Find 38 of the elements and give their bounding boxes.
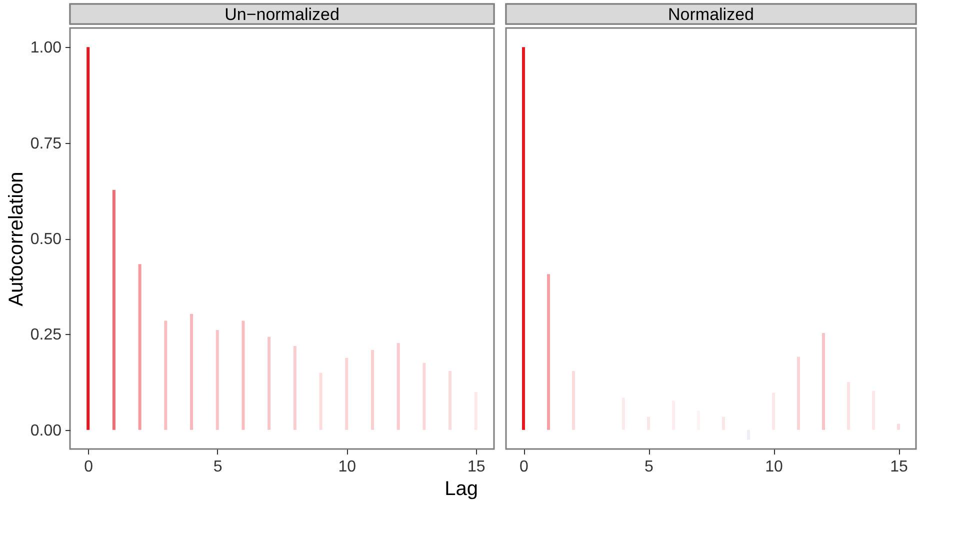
bar bbox=[822, 333, 825, 430]
x-tick-label: 0 bbox=[84, 458, 94, 476]
bar bbox=[138, 264, 142, 430]
x-tick-label: 5 bbox=[644, 458, 654, 476]
y-tick-label: 0.75 bbox=[30, 135, 62, 152]
y-tick-label: 0.25 bbox=[30, 326, 62, 344]
y-tick-label: 0.00 bbox=[30, 422, 62, 440]
y-tick-label: 0.50 bbox=[30, 231, 62, 248]
bar bbox=[797, 356, 800, 430]
bar bbox=[345, 358, 348, 430]
bar bbox=[164, 320, 168, 430]
y-axis-title: Autocorrelation bbox=[5, 172, 28, 306]
bar bbox=[572, 370, 575, 430]
bar bbox=[190, 314, 194, 430]
bar bbox=[370, 350, 374, 430]
bar bbox=[448, 370, 452, 430]
x-tick-label: 0 bbox=[520, 458, 529, 476]
bar bbox=[216, 330, 219, 430]
x-tick-label: 15 bbox=[890, 458, 908, 476]
bar bbox=[522, 47, 525, 430]
x-tick-label: 5 bbox=[213, 458, 222, 476]
bar bbox=[112, 190, 116, 430]
chart-title: Normalized bbox=[668, 5, 754, 24]
chart-title: Un−normalized bbox=[224, 5, 340, 24]
y-tick-label: 1.00 bbox=[30, 40, 62, 57]
x-axis-title: Lag bbox=[444, 478, 478, 500]
bar bbox=[319, 372, 322, 430]
x-tick-label: 10 bbox=[765, 458, 783, 476]
x-tick-label: 15 bbox=[468, 458, 486, 476]
bar bbox=[422, 362, 426, 430]
bar bbox=[268, 336, 271, 430]
x-tick-label: 10 bbox=[338, 458, 356, 476]
bar bbox=[547, 274, 550, 430]
bar bbox=[86, 47, 90, 430]
bar bbox=[242, 320, 245, 430]
bar bbox=[293, 346, 296, 430]
bar bbox=[897, 424, 900, 430]
bar bbox=[396, 342, 400, 430]
